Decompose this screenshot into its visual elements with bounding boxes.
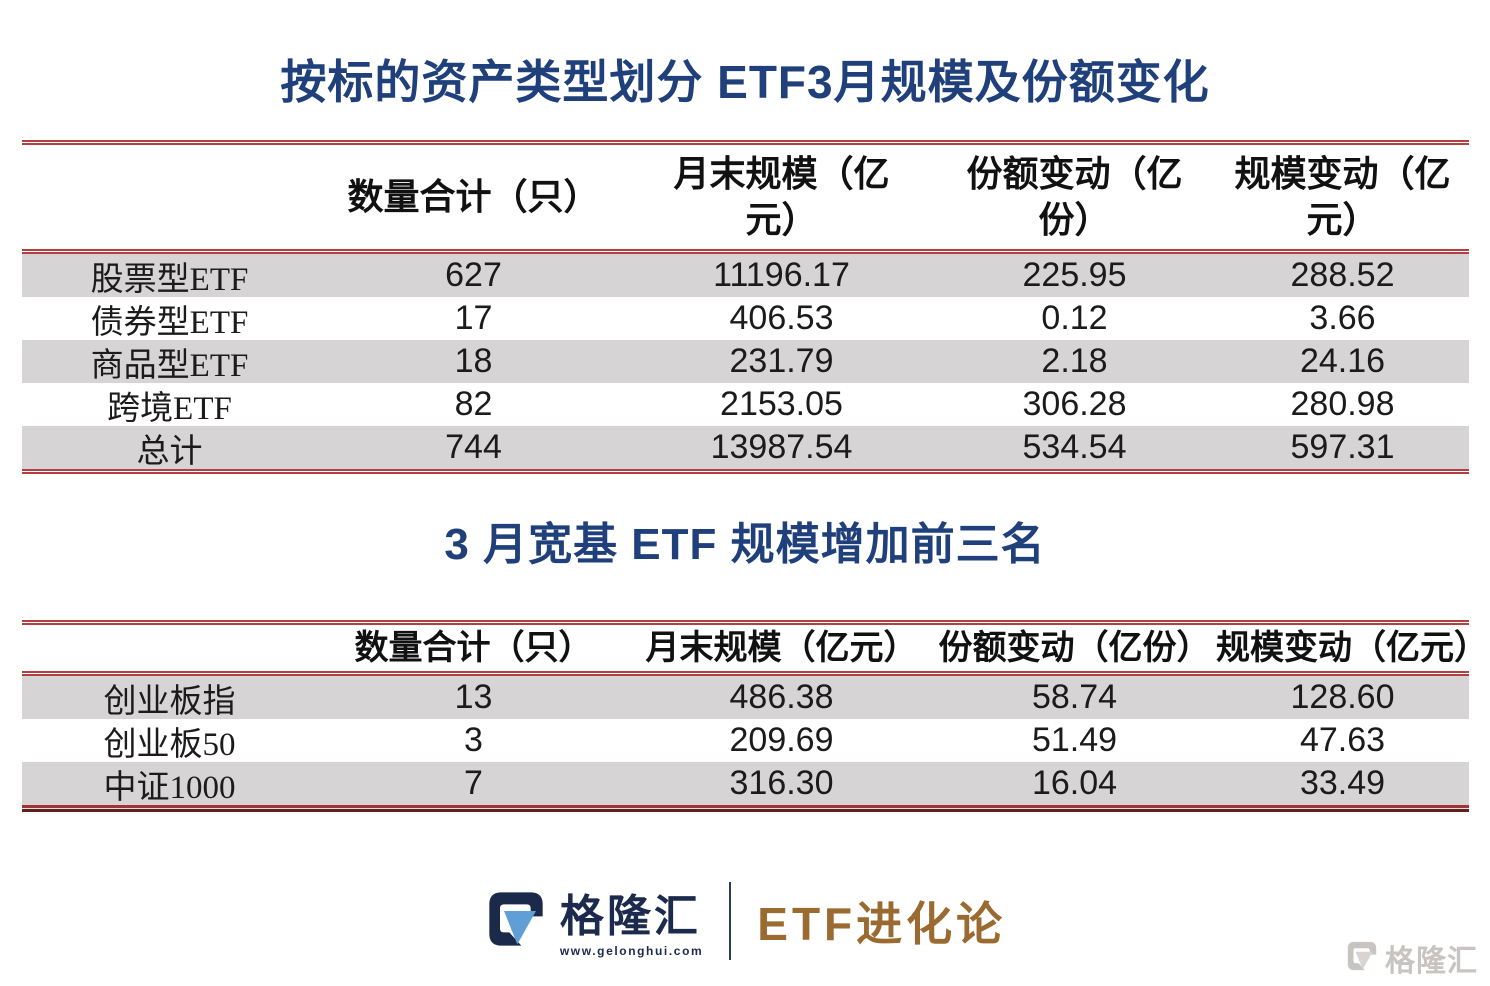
value-cell: 2153.05	[720, 385, 843, 423]
value-cell: 51.49	[1031, 721, 1118, 759]
series-title: ETF进化论	[757, 898, 1007, 950]
value-cell: 597.31	[1290, 428, 1395, 466]
footer-divider	[729, 882, 732, 960]
table1-header-row: 数量合计（只） 月末规模（亿元） 份额变动（亿份） 规模变动（亿元）	[22, 145, 1469, 249]
value-cell: 18	[454, 342, 493, 380]
row-label: 债券型ETF	[90, 304, 249, 341]
table2-header-month-end-scale: 月末规模（亿元）	[645, 629, 918, 667]
value-cell: 744	[445, 428, 502, 466]
table1: 数量合计（只） 月末规模（亿元） 份额变动（亿份） 规模变动（亿元） 股票型ET…	[22, 140, 1469, 474]
row-label: 股票型ETF	[90, 261, 249, 298]
table-row: 股票型ETF 627 11196.17 225.95 288.52	[22, 254, 1469, 298]
table2-header-count: 数量合计（只）	[354, 629, 593, 667]
table-row: 中证1000 7 316.30 16.04 33.49	[22, 762, 1469, 806]
value-cell: 13987.54	[710, 428, 853, 466]
table2-top-rule	[22, 620, 1469, 625]
brand-name: 格隆汇	[559, 892, 701, 942]
value-cell: 316.30	[729, 764, 834, 802]
table1-header-rule	[22, 249, 1469, 254]
value-cell: 16.04	[1031, 764, 1118, 802]
table2-bottom-rule	[22, 805, 1469, 812]
value-cell: 486.38	[729, 678, 834, 716]
table-row: 跨境ETF 82 2153.05 306.28 280.98	[22, 383, 1469, 427]
watermark-brand-text: 格隆汇	[1385, 945, 1478, 978]
table1-header-month-end-scale: 月末规模（亿元）	[673, 153, 890, 240]
value-cell: 3	[464, 721, 483, 759]
value-cell: 24.16	[1299, 342, 1386, 380]
watermark: 格隆汇	[1345, 936, 1478, 980]
value-cell: 58.74	[1031, 678, 1118, 716]
value-cell: 627	[445, 256, 502, 294]
table1-bottom-rule	[22, 469, 1469, 474]
row-label: 总计	[136, 433, 203, 470]
row-label: 中证1000	[103, 769, 236, 806]
table2-header-share-change: 份额变动（亿份）	[938, 629, 1211, 667]
table1-top-rule	[22, 140, 1469, 145]
value-cell: 13	[454, 678, 493, 716]
table-row-total: 总计 744 13987.54 534.54 597.31	[22, 426, 1469, 470]
footer: 格隆汇 www.gelonghui.com ETF进化论	[0, 882, 1490, 960]
table-row: 债券型ETF 17 406.53 0.12 3.66	[22, 297, 1469, 341]
value-cell: 225.95	[1022, 256, 1127, 294]
gelonghui-logo-icon	[484, 885, 548, 958]
row-label: 创业板指	[103, 683, 236, 720]
value-cell: 7	[464, 764, 483, 802]
value-cell: 128.60	[1290, 678, 1395, 716]
table1-header-share-change: 份额变动（亿份）	[966, 153, 1183, 240]
table-row: 创业板50 3 209.69 51.49 47.63	[22, 719, 1469, 763]
value-cell: 288.52	[1290, 256, 1395, 294]
brand-url: www.gelonghui.com	[559, 943, 704, 958]
row-label: 创业板50	[103, 726, 236, 763]
value-cell: 82	[454, 385, 493, 423]
table2-header-row: 数量合计（只） 月末规模（亿元） 份额变动（亿份） 规模变动（亿元）	[22, 625, 1489, 671]
table-row: 商品型ETF 18 231.79 2.18 24.16	[22, 340, 1469, 384]
value-cell: 534.54	[1022, 428, 1127, 466]
table2-header-scale-change: 规模变动（亿元）	[1216, 629, 1488, 667]
value-cell: 406.53	[729, 299, 834, 337]
brand-texts: 格隆汇 www.gelonghui.com	[559, 892, 704, 958]
value-cell: 0.12	[1041, 299, 1108, 337]
table1-header-scale-change: 规模变动（亿元）	[1234, 153, 1451, 240]
value-cell: 280.98	[1290, 385, 1395, 423]
value-cell: 47.63	[1299, 721, 1386, 759]
table2-header-rule	[22, 671, 1469, 676]
watermark-logo-icon	[1345, 938, 1379, 979]
table2-body: 创业板指 13 486.38 58.74 128.60 创业板50 3 209.…	[22, 676, 1469, 806]
value-cell: 2.18	[1041, 342, 1108, 380]
table1-body: 股票型ETF 627 11196.17 225.95 288.52 债券型ETF…	[22, 254, 1469, 470]
value-cell: 231.79	[729, 342, 834, 380]
table2: 数量合计（只） 月末规模（亿元） 份额变动（亿份） 规模变动（亿元） 创业板指 …	[22, 620, 1489, 812]
section2-title: 3 月宽基 ETF 规模增加前三名	[444, 520, 1046, 569]
value-cell: 209.69	[729, 721, 834, 759]
value-cell: 11196.17	[713, 256, 850, 294]
value-cell: 17	[454, 299, 493, 337]
value-cell: 306.28	[1022, 385, 1127, 423]
row-label: 商品型ETF	[90, 347, 249, 384]
section1-title: 按标的资产类型划分 ETF3月规模及份额变化	[280, 56, 1210, 108]
value-cell: 33.49	[1299, 764, 1386, 802]
value-cell: 3.66	[1309, 299, 1376, 337]
table1-header-count: 数量合计（只）	[347, 176, 600, 217]
table-row: 创业板指 13 486.38 58.74 128.60	[22, 676, 1469, 720]
row-label: 跨境ETF	[107, 390, 232, 427]
brand-block: 格隆汇 www.gelonghui.com	[484, 885, 703, 958]
